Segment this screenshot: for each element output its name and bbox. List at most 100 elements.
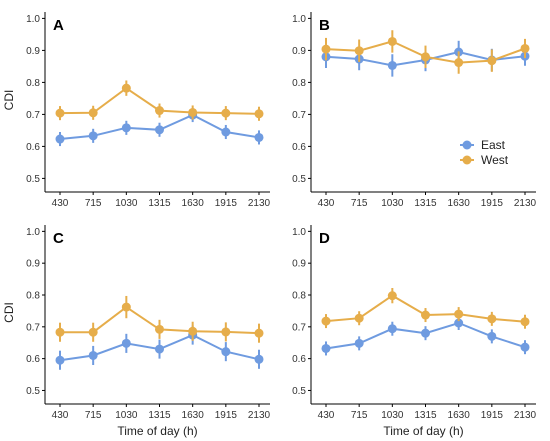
x-tick-label: 715: [85, 198, 102, 209]
series-west: [55, 80, 264, 121]
y-tick-label: 0.5: [292, 386, 306, 397]
data-point: [387, 36, 397, 46]
series-west: [321, 30, 530, 74]
data-point: [221, 108, 231, 118]
x-tick-label: 715: [85, 410, 102, 421]
y-tick-label: 0.6: [26, 142, 40, 153]
x-tick-label: 1630: [448, 198, 471, 209]
data-point: [321, 44, 331, 54]
series-east: [55, 325, 264, 370]
y-tick-label: 0.5: [292, 174, 306, 185]
y-tick-label: 0.5: [26, 386, 40, 397]
data-point: [321, 316, 331, 326]
data-point: [188, 107, 198, 117]
series-west: [321, 288, 530, 329]
legend-east-label: East: [481, 138, 506, 152]
data-point: [254, 354, 264, 364]
data-point: [254, 132, 264, 142]
y-tick-label: 0.9: [292, 259, 306, 270]
data-point: [387, 291, 397, 301]
data-point: [354, 46, 364, 56]
panel-c: 0.5 0.6 0.7 0.8 0.9 1.0 430 715 1030 1315 1630 1915…: [2, 225, 271, 438]
y-tick-label: 0.6: [292, 142, 306, 153]
data-point: [254, 109, 264, 119]
data-point: [487, 314, 497, 324]
y-tick-label: 1.0: [26, 227, 40, 238]
x-tick-label: 430: [318, 198, 335, 209]
x-tick-label: 1030: [115, 410, 138, 421]
data-point: [421, 310, 430, 320]
y-axis-title: CDI: [2, 302, 16, 323]
data-point: [487, 56, 497, 66]
y-tick-label: 0.8: [26, 78, 40, 89]
x-tick-label: 715: [351, 198, 368, 209]
panel-a: 0.5 0.6 0.7 0.8 0.9 1.0 430 715 1030 1315 1630 1915…: [2, 12, 271, 209]
x-tick-label: 1630: [182, 410, 205, 421]
y-tick-label: 0.9: [292, 46, 306, 57]
x-tick-label: 1630: [448, 410, 471, 421]
series-east: [55, 108, 264, 147]
data-point: [421, 328, 430, 338]
y-tick-label: 0.6: [292, 354, 306, 365]
y-tick-label: 0.8: [292, 78, 306, 89]
panel-d: 0.5 0.6 0.7 0.8 0.9 1.0 430 715 1030 1315 1630 1915…: [292, 225, 537, 438]
x-tick-label: 2130: [514, 410, 537, 421]
data-point: [487, 331, 497, 341]
y-tick-label: 0.9: [26, 259, 40, 270]
y-axis-title: CDI: [2, 90, 16, 111]
x-tick-label: 1915: [215, 410, 238, 421]
data-point: [55, 108, 65, 118]
data-point: [121, 123, 131, 133]
x-tick-label: 430: [52, 410, 69, 421]
data-point: [155, 344, 164, 354]
panel-label: D: [319, 230, 330, 247]
x-tick-label: 2130: [248, 410, 271, 421]
data-point: [121, 302, 131, 312]
data-point: [520, 317, 530, 327]
y-tick-label: 0.7: [292, 110, 306, 121]
data-point: [221, 127, 231, 137]
x-tick-label: 1630: [182, 198, 205, 209]
panel-label: A: [53, 17, 64, 34]
x-tick-label: 715: [351, 410, 368, 421]
panel-b: 0.5 0.6 0.7 0.8 0.9 1.0 430 715 1030 1315 1630 1915…: [292, 12, 537, 209]
x-tick-label: 1315: [414, 410, 437, 421]
data-point: [155, 106, 164, 116]
data-point: [188, 326, 198, 336]
y-tick-label: 1.0: [292, 14, 306, 25]
data-point: [155, 324, 164, 334]
series-west: [55, 295, 264, 343]
x-tick-label: 1915: [215, 198, 238, 209]
data-point: [55, 355, 65, 365]
x-tick-label: 1315: [148, 198, 171, 209]
y-tick-label: 0.5: [26, 174, 40, 185]
x-tick-label: 1315: [148, 410, 171, 421]
x-tick-label: 1030: [115, 198, 138, 209]
data-point: [387, 60, 397, 70]
data-point: [88, 350, 98, 360]
data-point: [421, 52, 430, 62]
data-point: [454, 309, 464, 319]
data-point: [55, 134, 65, 144]
y-tick-label: 1.0: [292, 227, 306, 238]
data-point: [121, 83, 131, 93]
data-point: [520, 342, 530, 352]
y-tick-label: 0.7: [26, 110, 40, 121]
data-point: [55, 327, 65, 337]
legend: East West: [460, 138, 509, 167]
y-tick-label: 0.8: [26, 291, 40, 302]
panel-label: B: [319, 17, 330, 34]
data-point: [155, 125, 164, 135]
data-point: [454, 318, 464, 328]
x-tick-label: 1915: [481, 410, 504, 421]
data-point: [454, 58, 464, 68]
x-axis-title: Time of day (h): [383, 424, 463, 438]
data-point: [354, 338, 364, 348]
y-tick-label: 1.0: [26, 14, 40, 25]
data-point: [88, 131, 98, 141]
x-tick-label: 430: [318, 410, 335, 421]
x-axis-title: Time of day (h): [117, 424, 197, 438]
x-tick-label: 2130: [248, 198, 271, 209]
x-tick-label: 1915: [481, 198, 504, 209]
